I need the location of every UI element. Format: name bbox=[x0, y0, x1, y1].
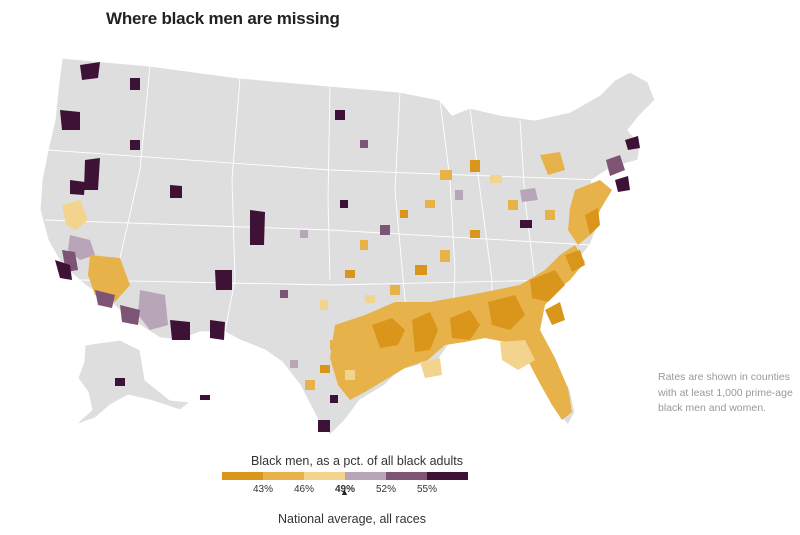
legend-ticks: 43% 46% 49% 52% 55% bbox=[222, 480, 472, 496]
contiguous-us-shape bbox=[39, 57, 656, 436]
legend-swatch bbox=[222, 472, 263, 480]
national-average-marker: ▲ bbox=[340, 487, 349, 497]
legend-swatch bbox=[263, 472, 304, 480]
map-svg bbox=[39, 57, 656, 436]
county-fills-midwest bbox=[280, 110, 555, 310]
national-average-label: National average, all races bbox=[278, 512, 426, 526]
us-county-map bbox=[0, 40, 800, 460]
legend-swatch bbox=[427, 472, 468, 480]
legend-tick-label: 49% bbox=[334, 484, 356, 495]
legend-swatch bbox=[386, 472, 427, 480]
legend-tick-label: 46% bbox=[293, 484, 315, 495]
county-fills-south bbox=[330, 245, 585, 420]
chart-title: Where black men are missing bbox=[106, 9, 340, 28]
legend-title: Black men, as a pct. of all black adults bbox=[251, 454, 463, 468]
county-fills-west bbox=[55, 62, 330, 432]
color-legend: Black men, as a pct. of all black adults… bbox=[222, 454, 472, 496]
legend-swatch bbox=[345, 472, 386, 480]
county-fills-texas bbox=[290, 340, 355, 403]
county-fills-northeast bbox=[520, 136, 640, 245]
coverage-note: Rates are shown in counties with at leas… bbox=[658, 371, 793, 414]
legend-swatch bbox=[304, 472, 345, 480]
legend-tick-label: 52% bbox=[375, 484, 397, 495]
legend-tick-label: 43% bbox=[252, 484, 274, 495]
legend-swatches bbox=[222, 472, 472, 480]
alaska-shape bbox=[74, 339, 192, 426]
legend-tick-label: 55% bbox=[416, 484, 438, 495]
